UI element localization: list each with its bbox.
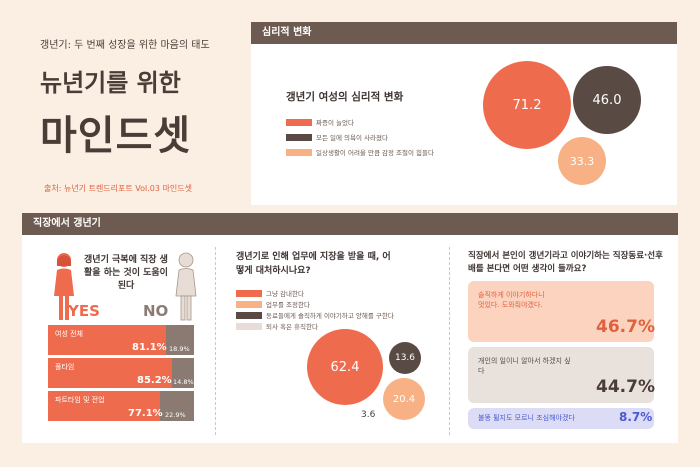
bubble-adjust-work: 20.4 — [383, 378, 425, 420]
question3-text: 직장에서 본인이 갱년기라고 이야기하는 직장동료·선후배를 본다면 어떤 생각… — [468, 251, 663, 274]
column-divider — [449, 247, 450, 435]
woman-no-icon — [175, 252, 197, 321]
psych-panel: 심리적 변화 갱년기 여성의 심리적 변화 짜증이 늘었다 모든 일에 의욕이 … — [251, 22, 677, 205]
yes-label: YES — [68, 302, 100, 320]
coping-legend-item: 퇴사 혹은 휴직한다 — [236, 321, 318, 331]
psych-legend-item: 짜증이 늘었다 — [286, 117, 354, 127]
legend-swatch — [236, 311, 262, 319]
bubble-irritation: 71.2 — [483, 61, 571, 149]
psych-legend-item: 모든 일에 의욕이 사라졌다 — [286, 132, 388, 142]
legend-swatch — [286, 118, 312, 126]
question1-text: 갱년기 극복에 직장 생활을 하는 것이 도움이 된다 — [84, 255, 168, 291]
subtitle: 갱년기: 두 번째 성장을 위한 마음의 태도 — [40, 40, 210, 51]
bubble-motivation: 46.0 — [573, 66, 641, 134]
coping-legend-item: 그냥 감내한다 — [236, 288, 304, 298]
page-title-line2: 마인드셋 — [40, 113, 192, 159]
answer-card-personal: 개인의 일이니 알아서 하겠지 싶다 44.7% — [468, 347, 655, 403]
work-panel: 직장에서 갱년기 갱년기 극복에 직장 생활을 하는 것이 도움이 된다 YES… — [22, 213, 678, 443]
value-quit-leave: 3.6 — [361, 410, 376, 420]
psych-legend-item: 일상생활이 어려울 만큼 감정 조절이 힘들다 — [286, 147, 434, 157]
page-title-line1: 뉴년기를 위한 — [40, 69, 181, 97]
coping-legend-item: 동료들에게 솔직하게 이야기하고 양해를 구한다 — [236, 310, 394, 320]
work-section-header: 직장에서 갱년기 — [22, 213, 678, 235]
bar-row-parttime: 파트타임 및 전업 77.1% 22.9% — [48, 391, 194, 421]
answer-card-support: 솔직하게 이야기하다니 멋있다. 도와줘야겠다. 46.7% — [468, 281, 655, 342]
bar-yes — [48, 391, 160, 421]
source-note: 출처: 뉴년기 트렌드리포트 Vol.03 마인드셋 — [44, 184, 192, 193]
no-label: NO — [143, 302, 169, 320]
bubble-talk-colleagues: 13.6 — [389, 342, 421, 374]
bubble-emotion-control: 33.3 — [558, 137, 606, 185]
woman-yes-icon — [54, 253, 74, 320]
bar-no — [160, 391, 194, 421]
bubble-endure: 62.4 — [307, 329, 383, 405]
answer-card-caution: 불똥 튈지도 모르니 조심해야겠다 8.7% — [468, 408, 654, 429]
legend-swatch — [236, 289, 262, 297]
legend-swatch — [236, 300, 262, 308]
bar-no — [172, 358, 194, 388]
legend-swatch — [286, 133, 312, 141]
legend-swatch — [286, 148, 312, 156]
question2-text: 갱년기로 인해 업무에 지장을 받을 때, 어떻게 대처하시나요? — [236, 252, 391, 276]
psych-section-header: 심리적 변화 — [251, 22, 677, 44]
bar-no — [166, 325, 194, 355]
bar-yes — [48, 358, 172, 388]
coping-legend-item: 업무를 조정한다 — [236, 299, 310, 309]
bar-yes — [48, 325, 166, 355]
bar-row-all: 여성 전체 81.1% 18.9% — [48, 325, 194, 355]
bar-row-fulltime: 풀타임 85.2% 14.8% — [48, 358, 194, 388]
column-divider — [215, 247, 216, 435]
legend-swatch — [236, 322, 262, 330]
psych-chart-title: 갱년기 여성의 심리적 변화 — [286, 91, 404, 103]
